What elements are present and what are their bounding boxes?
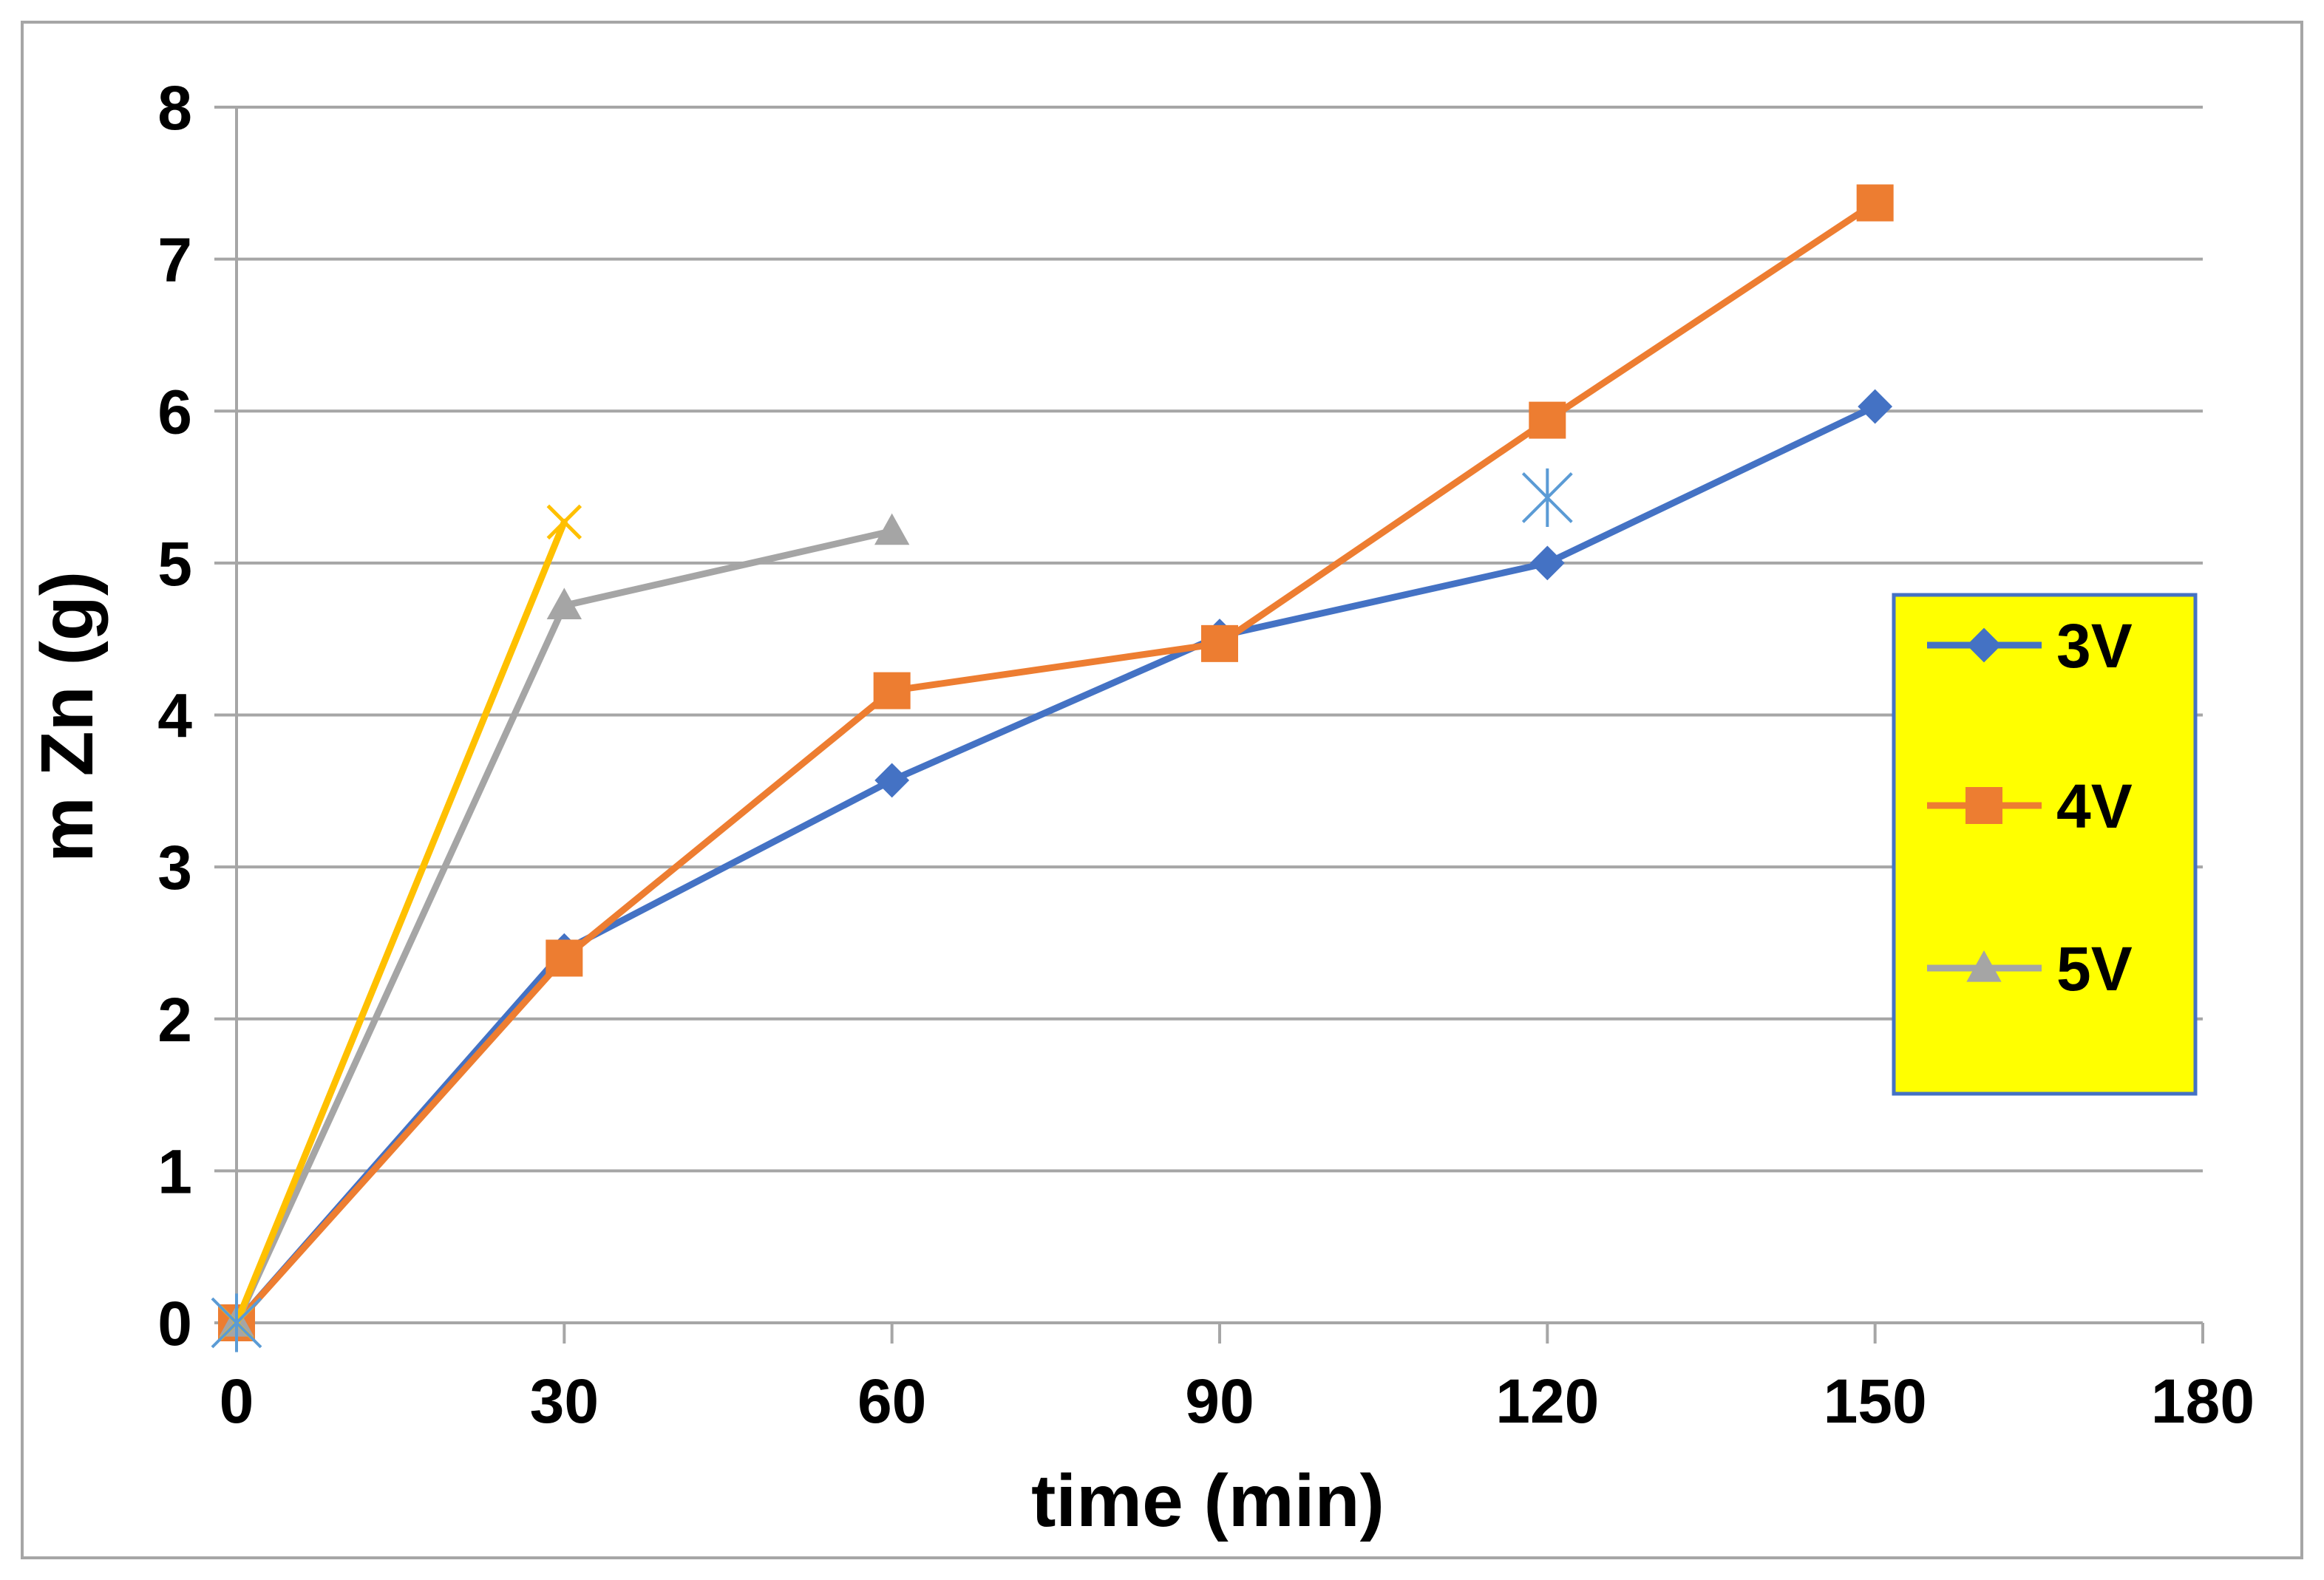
legend: 3V 4V 5V [1892,593,2198,1096]
series-extra-4 [211,468,1573,1352]
x-tick-label: 180 [2151,1366,2255,1436]
y-tick-label: 5 [157,529,192,599]
legend-box [1892,593,2198,1096]
x-tick-label: 60 [857,1366,926,1436]
x-tick-label: 30 [530,1366,599,1436]
x-tick-label: 150 [1824,1366,1927,1436]
data-point-star [211,1293,262,1352]
data-point-diamond [1529,545,1565,581]
series-line [233,403,1879,1327]
legend-marker-square [1965,787,2002,824]
legend-label: 4V [2056,772,2133,841]
y-tick-label: 8 [157,73,192,143]
y-tick-label: 6 [157,377,192,446]
data-point-star [1521,468,1573,528]
series-line [233,518,568,1327]
axes: 0 1 2 3 4 5 6 7 8 0 30 60 90 120 150 180 [157,73,2255,1436]
data-point-diamond [874,763,910,798]
legend-item-4V: 4V [1927,772,2133,841]
y-tick-label: 7 [157,225,192,295]
legend-label: 3V [2056,611,2133,681]
y-tick-label: 4 [157,681,192,751]
y-tick-label: 0 [157,1289,192,1358]
data-point-square [1201,624,1238,662]
data-point-diamond [1858,389,1893,424]
x-axis-title: time (min) [1031,1460,1384,1542]
x-tick-label: 0 [220,1366,254,1436]
data-point-square [1856,184,1894,222]
y-tick-label: 2 [157,985,192,1055]
data-point-square [546,939,583,977]
legend-item-5V: 5V [1927,934,2133,1004]
data-point-triangle [874,513,910,545]
data-point-square [873,672,911,709]
series-line [233,200,1879,1327]
legend-marker-triangle [1966,950,2002,982]
y-tick-label: 1 [157,1137,192,1206]
x-tick-label: 90 [1185,1366,1254,1436]
y-tick-label: 3 [157,833,192,902]
legend-marker-diamond [1966,627,2002,663]
series [211,184,1894,1352]
data-point-triangle [546,588,582,620]
legend-item-3V: 3V [1927,611,2133,681]
y-axis-title: m Zn (g) [26,571,109,862]
x-tick-label: 120 [1495,1366,1599,1436]
data-point-x [546,504,582,540]
data-point-square [1529,401,1566,439]
legend-label: 5V [2056,934,2133,1004]
